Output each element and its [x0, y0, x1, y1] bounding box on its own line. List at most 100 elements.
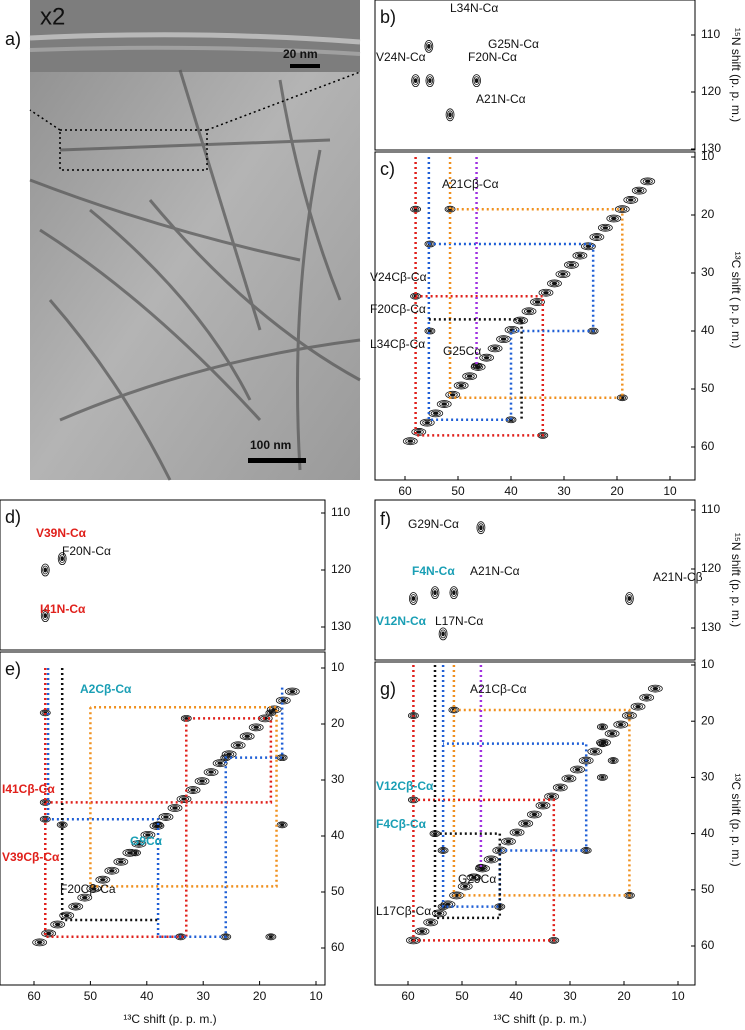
- contour: [197, 778, 208, 784]
- contour: [413, 78, 418, 83]
- contour: [422, 419, 433, 426]
- contour: [428, 78, 432, 83]
- contour: [474, 78, 479, 83]
- contour: [440, 629, 447, 639]
- contour: [160, 814, 172, 820]
- panel-frame: [0, 651, 326, 986]
- contour: [407, 439, 414, 443]
- contour: [427, 329, 432, 333]
- peak-label: F4Cβ-Cα: [376, 817, 427, 831]
- x-tick-label: 20: [617, 989, 631, 1003]
- contour: [52, 921, 63, 928]
- contour: [445, 390, 461, 399]
- x-tick-label: 30: [557, 484, 571, 498]
- contour: [436, 400, 452, 408]
- x-tick-label: 60: [401, 989, 415, 1003]
- contour: [566, 776, 572, 781]
- peak-label: G29Cα: [458, 872, 496, 886]
- contour: [433, 590, 437, 595]
- y-tick-label: 110: [701, 27, 720, 41]
- y-tick-label: 30: [701, 770, 715, 784]
- contour: [632, 703, 644, 710]
- y-tick-label: 10: [701, 149, 715, 163]
- contour: [222, 934, 230, 940]
- contour: [425, 42, 432, 51]
- contour: [481, 354, 492, 361]
- axis-title: ¹³C shift (p. p. m.): [123, 1012, 216, 1026]
- contour: [600, 742, 605, 746]
- contour: [131, 850, 140, 856]
- contour: [427, 44, 431, 49]
- contour: [206, 769, 217, 775]
- contour: [494, 847, 505, 854]
- contour: [500, 337, 507, 341]
- contour: [574, 252, 585, 259]
- contour: [572, 251, 588, 260]
- contour: [483, 855, 499, 864]
- panel-label: d): [5, 507, 21, 527]
- contour: [163, 815, 169, 819]
- connector: [60, 668, 159, 922]
- contour: [82, 896, 88, 900]
- contour: [594, 235, 600, 239]
- axis-title: ¹⁵N shift (p. p. m.): [729, 28, 743, 122]
- x-tick-label: 20: [253, 989, 267, 1003]
- panel-frame: [374, 0, 696, 151]
- contour: [235, 743, 241, 747]
- contour: [624, 712, 635, 719]
- connector: [448, 157, 624, 399]
- contour: [451, 892, 462, 899]
- contour: [439, 848, 447, 853]
- contour: [578, 756, 594, 765]
- contour: [449, 393, 456, 397]
- contour: [550, 937, 558, 943]
- contour: [552, 783, 568, 792]
- zoom-label: x2: [40, 3, 65, 30]
- contour: [36, 940, 43, 944]
- panel-label: g): [380, 679, 396, 699]
- contour: [623, 196, 639, 204]
- contour: [539, 432, 547, 438]
- panel-frame: [374, 151, 696, 481]
- contour: [402, 437, 418, 446]
- contour: [430, 410, 441, 417]
- y-tick-label: 50: [331, 884, 345, 898]
- contour: [439, 401, 450, 407]
- contour: [607, 757, 619, 764]
- contour: [476, 521, 486, 535]
- y-tick-label: 30: [701, 265, 715, 279]
- contour: [40, 563, 50, 577]
- contour: [42, 565, 49, 575]
- contour: [39, 815, 51, 823]
- y-tick-label: 120: [701, 84, 721, 98]
- contour: [88, 885, 99, 892]
- scale-label: 20 nm: [283, 47, 318, 61]
- contour: [488, 857, 494, 862]
- contour: [470, 363, 486, 371]
- contour: [557, 785, 564, 790]
- contour: [86, 884, 102, 893]
- contour: [468, 874, 479, 881]
- panel-frame: [0, 499, 326, 651]
- contour: [154, 822, 162, 828]
- contour: [618, 395, 627, 401]
- contour: [532, 299, 543, 305]
- contour: [580, 242, 596, 251]
- contour: [625, 197, 636, 203]
- contour: [520, 820, 531, 827]
- contour: [543, 291, 549, 295]
- x-tick-label: 60: [398, 484, 412, 498]
- peak-label: V12N-Cα: [376, 614, 427, 628]
- contour: [600, 725, 605, 729]
- contour: [113, 857, 129, 866]
- connector: [412, 665, 556, 942]
- contour: [109, 869, 115, 873]
- x-tick-label: 50: [451, 484, 465, 498]
- connector: [414, 157, 545, 437]
- contour: [466, 374, 473, 378]
- contour: [477, 523, 484, 533]
- contour: [640, 177, 656, 186]
- contour: [608, 215, 619, 222]
- contour: [452, 590, 456, 595]
